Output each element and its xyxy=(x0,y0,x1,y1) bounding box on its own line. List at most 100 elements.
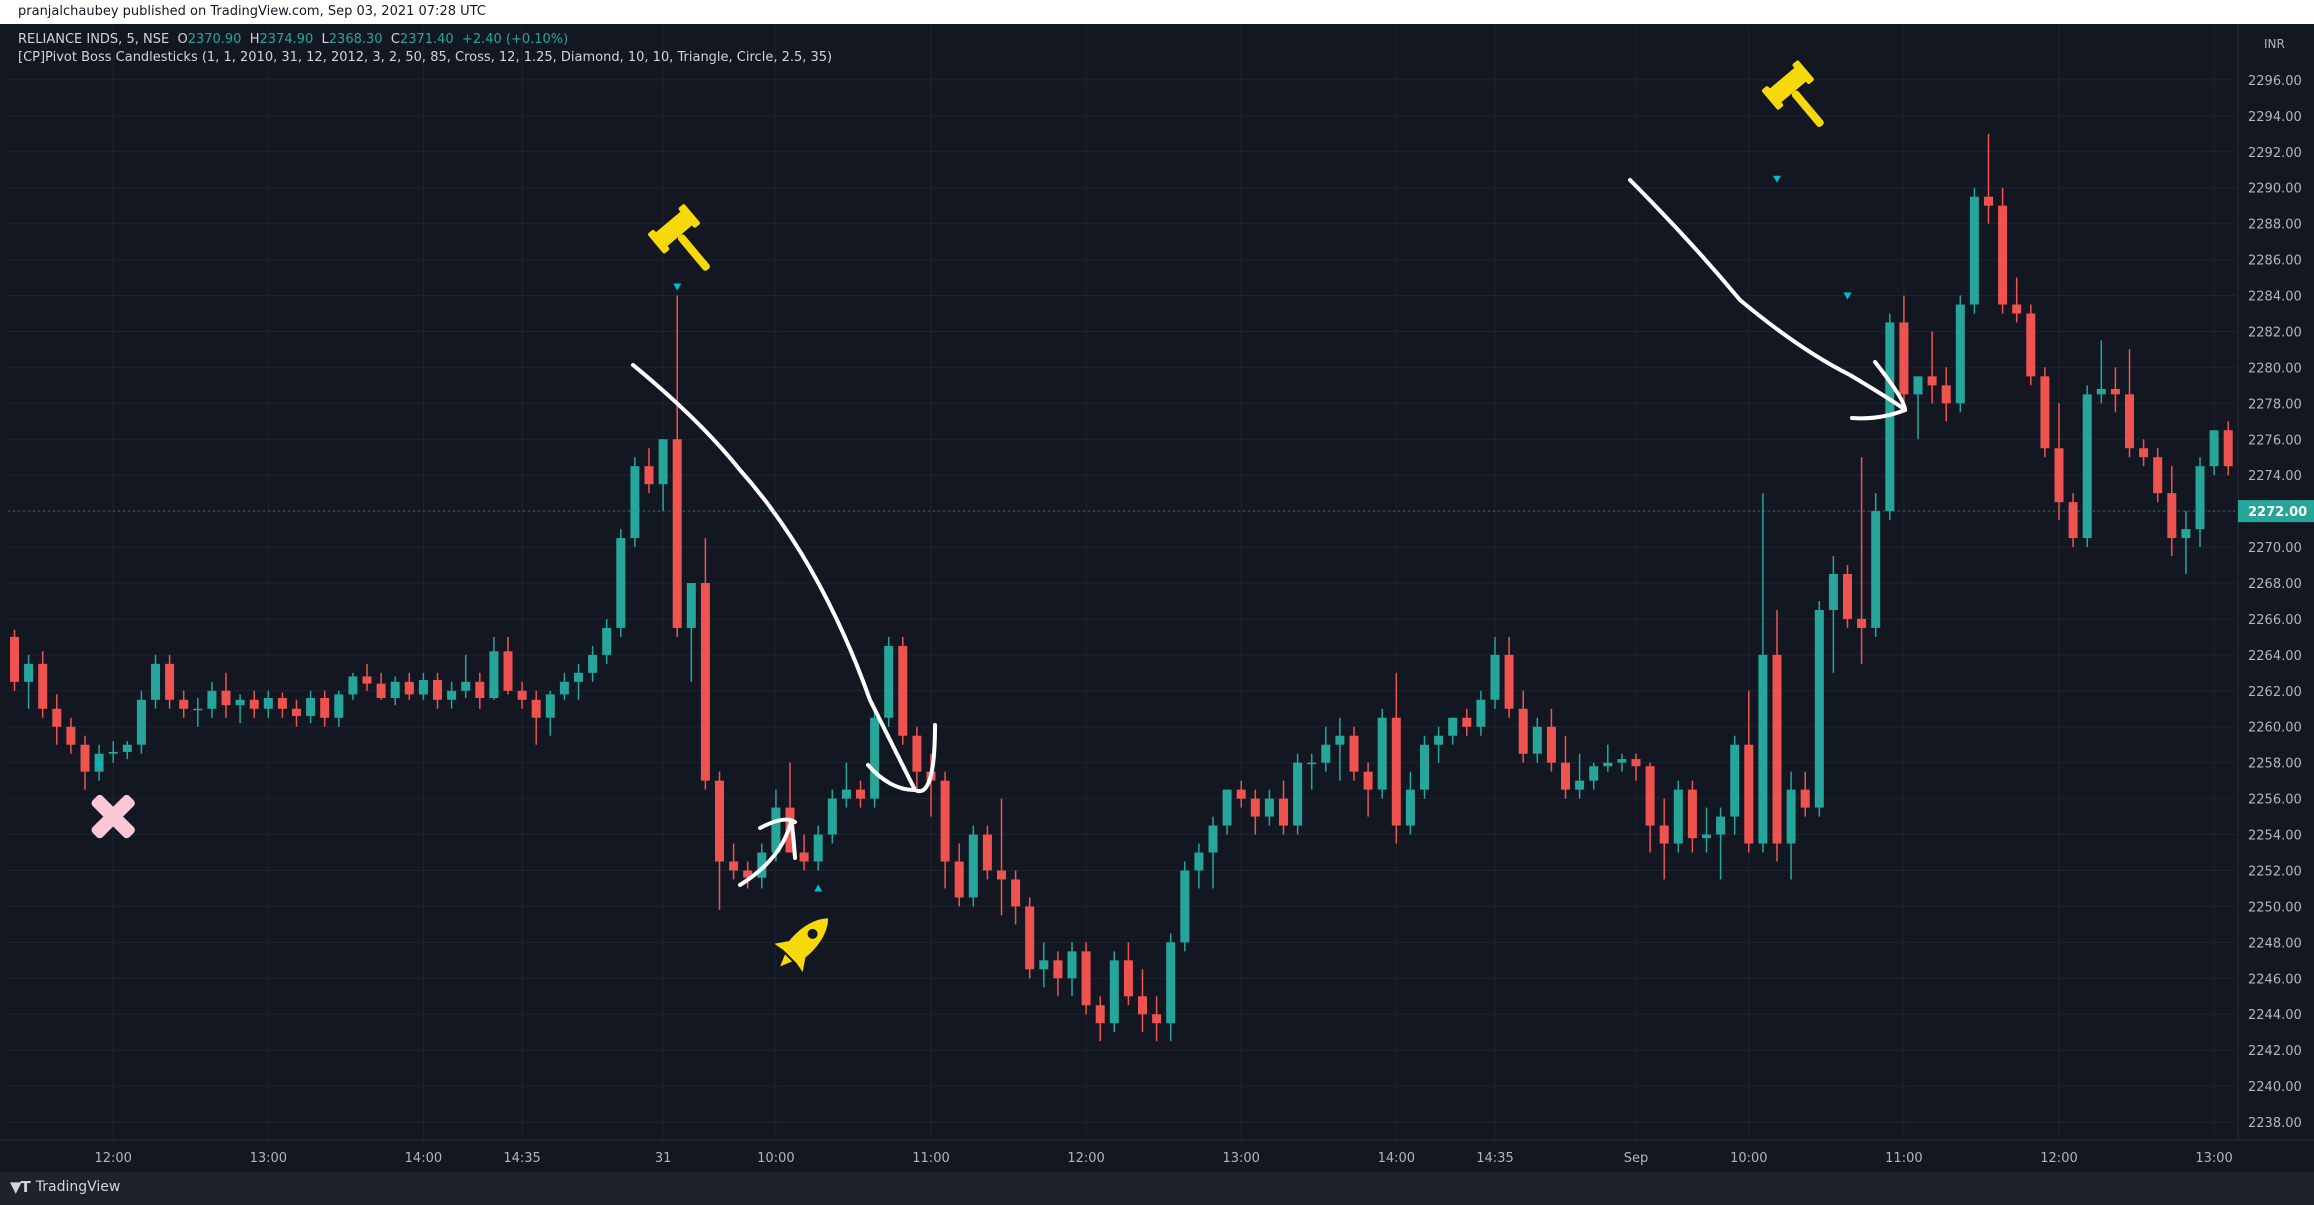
indicator-legend[interactable]: [CP]Pivot Boss Candlesticks (1, 1, 2010,… xyxy=(18,50,832,65)
candle-body xyxy=(1772,654,1782,844)
candle-body xyxy=(52,708,62,727)
candle-body xyxy=(1603,762,1613,767)
candle-body xyxy=(884,645,894,718)
candle-body xyxy=(1955,304,1965,404)
candle-body xyxy=(1123,960,1133,997)
candle-body xyxy=(306,697,316,716)
gavel-icon xyxy=(648,204,710,271)
candle-body xyxy=(1053,960,1063,979)
candle-body xyxy=(602,627,612,655)
candle-body xyxy=(898,645,908,736)
price-tick-label: 2280.00 xyxy=(2248,361,2302,376)
candle-body xyxy=(1843,574,1852,619)
candle-body xyxy=(1222,789,1232,826)
candle-body xyxy=(1645,766,1655,826)
price-tick-label: 2292.00 xyxy=(2248,146,2302,161)
candle-body xyxy=(2181,529,2191,539)
publish-header: pranjalchaubey published on TradingView.… xyxy=(0,0,2314,24)
time-tick-label: 12:00 xyxy=(94,1151,131,1166)
candle-body xyxy=(644,466,654,485)
gavel-cap-left xyxy=(648,229,670,254)
candle-body xyxy=(1828,574,1838,610)
price-axis: 2238.00 2240.00 2242.00 2244.00 2246.00 2248.… xyxy=(0,24,2314,1172)
tradingview-logo[interactable]: ▼T TradingView xyxy=(10,1178,120,1196)
candle-body xyxy=(404,681,414,695)
cross-bar-v xyxy=(91,794,135,839)
candle-body xyxy=(1180,870,1190,943)
candle-body xyxy=(376,683,386,698)
price-tick-label: 2286.00 xyxy=(2248,254,2302,269)
currency-label: INR xyxy=(2264,37,2285,51)
candle-body xyxy=(545,694,555,718)
price-tick-label: 2262.00 xyxy=(2248,685,2302,700)
candle-body xyxy=(813,834,823,862)
candle-body xyxy=(122,744,132,752)
candle-body xyxy=(630,466,640,539)
rocket-fins xyxy=(774,940,807,973)
candle-body xyxy=(672,439,682,628)
symbol-legend: RELIANCE INDS, 5, NSE O2370.90 H2374.90 … xyxy=(18,32,568,47)
candle-body xyxy=(1138,996,1147,1015)
gavel-icon xyxy=(1761,60,1824,128)
candle-body xyxy=(66,726,76,745)
candle-body xyxy=(1857,618,1867,628)
price-tick-label: 2268.00 xyxy=(2248,577,2302,592)
candle-body xyxy=(2139,448,2149,458)
gavel-handle xyxy=(677,234,710,271)
gavel-cap-right xyxy=(678,204,700,228)
candle-body xyxy=(1194,852,1204,871)
time-tick-label: 12:00 xyxy=(2040,1151,2077,1166)
price-tick-label: 2238.00 xyxy=(2248,1116,2302,1131)
candle-body xyxy=(912,735,922,772)
candle-body xyxy=(997,870,1006,880)
close-value: 2371.40 xyxy=(399,32,454,47)
candle-body xyxy=(1039,960,1049,970)
candle-body xyxy=(207,690,217,709)
high-value: 2374.90 xyxy=(259,32,314,47)
time-tick-label: 14:00 xyxy=(405,1151,442,1166)
time-tick-label: 31 xyxy=(655,1151,672,1166)
candle-body xyxy=(362,676,372,684)
price-tick-label: 2244.00 xyxy=(2248,1008,2302,1023)
candle-body xyxy=(1236,789,1246,799)
candle-body xyxy=(743,870,753,878)
candle-body xyxy=(2195,466,2205,530)
candle-body xyxy=(1363,771,1373,790)
price-tick-label: 2294.00 xyxy=(2248,110,2302,125)
candle-body xyxy=(1166,942,1176,1024)
candle-body xyxy=(574,672,583,682)
candle-body xyxy=(38,663,48,709)
candle-body xyxy=(982,834,992,871)
candle-body xyxy=(1800,789,1810,808)
rocket-body xyxy=(783,918,829,963)
symbol-name: RELIANCE INDS, 5, NSE xyxy=(18,32,170,47)
candle-body xyxy=(235,699,245,706)
price-tick-label: 2276.00 xyxy=(2248,433,2302,448)
candle-body xyxy=(1702,834,1711,839)
candle-body xyxy=(1899,322,1909,395)
candle-body xyxy=(1250,798,1260,817)
candle-body xyxy=(1687,789,1697,839)
candle-body xyxy=(418,680,428,695)
gavel-handle xyxy=(1791,90,1824,128)
chart-grid xyxy=(8,26,2236,1140)
candle-body xyxy=(827,798,837,835)
price-tick-label: 2296.00 xyxy=(2248,74,2302,89)
candle-body xyxy=(1279,798,1288,826)
publish-info: pranjalchaubey published on TradingView.… xyxy=(18,4,486,19)
candle-body xyxy=(616,538,626,628)
time-tick-label: 14:35 xyxy=(503,1151,540,1166)
candle-body xyxy=(193,708,203,711)
candle-body xyxy=(24,663,34,682)
candle-body xyxy=(954,861,964,898)
price-tick-label: 2282.00 xyxy=(2248,325,2302,340)
candle-body xyxy=(151,663,160,700)
candle-body xyxy=(1462,717,1472,727)
candle-body xyxy=(588,654,598,673)
candle-body xyxy=(700,583,710,781)
candle-body xyxy=(1744,744,1754,844)
candle-body xyxy=(968,834,978,898)
candle-body xyxy=(1095,1005,1105,1024)
candle-body xyxy=(1208,825,1218,853)
